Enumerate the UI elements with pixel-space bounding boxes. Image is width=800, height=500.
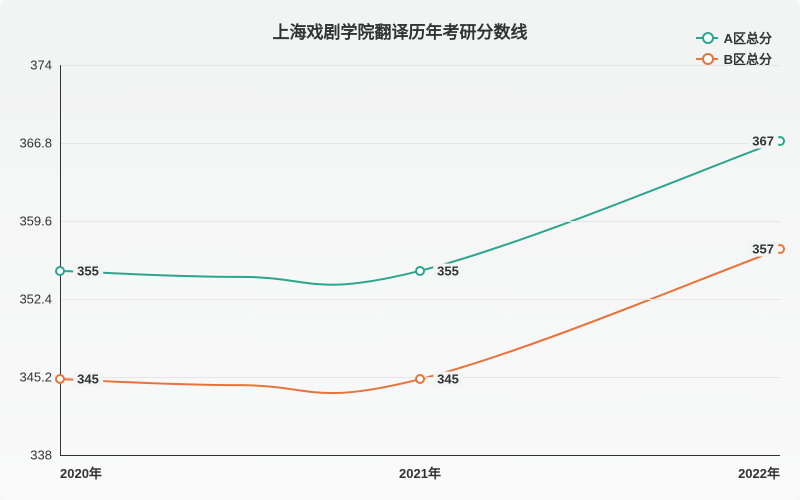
y-tick-label: 374 [30, 58, 60, 73]
line-svg [60, 65, 780, 455]
data-label: 345 [73, 372, 103, 387]
y-tick-label: 345.2 [19, 370, 60, 385]
chart-container: 上海戏剧学院翻译历年考研分数线 A区总分 B区总分 338345.2352.43… [0, 0, 800, 500]
legend-swatch-a [696, 37, 718, 39]
gridline [60, 65, 780, 66]
x-tick-label: 2022年 [738, 455, 780, 482]
y-tick-label: 366.8 [19, 136, 60, 151]
series-line [60, 141, 780, 285]
y-tick-label: 352.4 [19, 292, 60, 307]
gridline [60, 221, 780, 222]
data-marker [415, 374, 425, 384]
data-label: 367 [748, 133, 778, 148]
data-label: 355 [73, 263, 103, 278]
data-label: 355 [433, 263, 463, 278]
plot-area: 338345.2352.4359.6366.83742020年2021年2022… [60, 65, 780, 455]
data-label: 345 [433, 372, 463, 387]
data-marker [55, 374, 65, 384]
legend-label-a: A区总分 [724, 28, 772, 47]
x-tick-label: 2020年 [60, 455, 102, 482]
legend-swatch-b [696, 58, 718, 60]
gridline [60, 143, 780, 144]
data-marker [55, 266, 65, 276]
x-tick-label: 2021年 [399, 455, 441, 482]
y-tick-label: 359.6 [19, 214, 60, 229]
data-label: 357 [748, 242, 778, 257]
y-axis [60, 65, 61, 455]
data-marker [415, 266, 425, 276]
y-tick-label: 338 [30, 448, 60, 463]
legend: A区总分 B区总分 [696, 28, 772, 70]
legend-item-a: A区总分 [696, 28, 772, 47]
gridline [60, 299, 780, 300]
chart-title: 上海戏剧学院翻译历年考研分数线 [273, 18, 528, 43]
